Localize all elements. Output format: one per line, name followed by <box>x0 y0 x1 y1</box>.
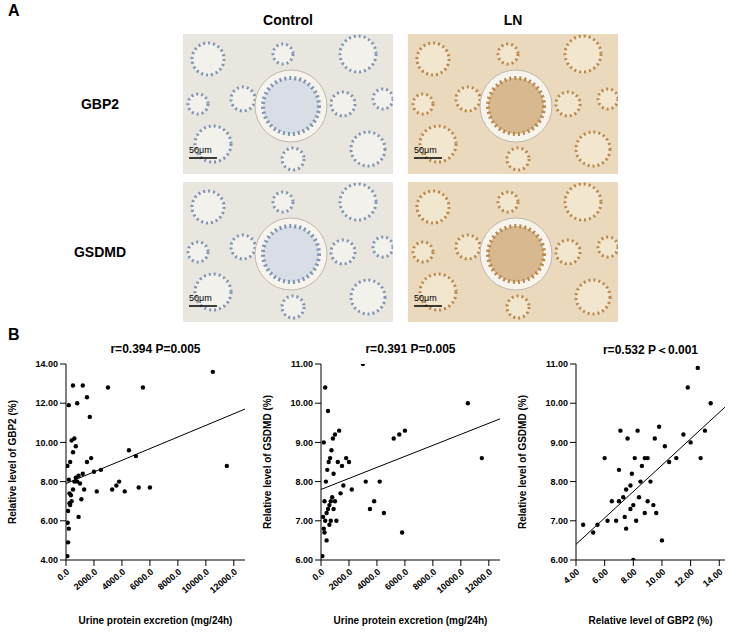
svg-text:12.00: 12.00 <box>35 398 58 408</box>
svg-text:8000.0: 8000.0 <box>155 566 184 593</box>
svg-text:6.00: 6.00 <box>590 567 610 586</box>
svg-text:Relative level of GBP2 (%): Relative level of GBP2 (%) <box>7 400 18 524</box>
svg-text:6000.0: 6000.0 <box>383 567 411 592</box>
html-text:GSDMD: GSDMD <box>73 244 127 260</box>
svg-text:Urine protein excretion (mg/24: Urine protein excretion (mg/24h) <box>334 615 488 626</box>
svg-text:9.00: 9.00 <box>295 438 313 448</box>
svg-text:6.00: 6.00 <box>40 516 58 526</box>
svg-text:9.00: 9.00 <box>550 438 568 448</box>
html-text:A: A <box>8 2 20 19</box>
html-text:r=0.391 P=0.005: r=0.391 P=0.005 <box>365 342 456 356</box>
html-text:50μm: 50μm <box>189 145 212 155</box>
svg-text:8.00: 8.00 <box>295 477 313 487</box>
svg-text:2000.0: 2000.0 <box>72 567 100 592</box>
svg-text:4.00: 4.00 <box>40 555 58 565</box>
svg-text:8.00: 8.00 <box>40 477 58 487</box>
svg-text:4.00: 4.00 <box>562 567 582 586</box>
svg-text:10.00: 10.00 <box>290 398 313 408</box>
svg-text:7.00: 7.00 <box>550 516 568 526</box>
svg-text:0.0: 0.0 <box>310 567 326 583</box>
svg-text:10.00: 10.00 <box>545 398 568 408</box>
svg-text:12000.0: 12000.0 <box>208 567 239 596</box>
svg-text:Relative level of GSDMD (%): Relative level of GSDMD (%) <box>517 395 528 529</box>
html-text:50μm: 50μm <box>414 293 437 303</box>
html-text:r=0.394 P=0.005: r=0.394 P=0.005 <box>110 342 201 356</box>
svg-text:6000.0: 6000.0 <box>128 567 156 592</box>
svg-text:8000.0: 8000.0 <box>410 566 439 593</box>
svg-text:4000.0: 4000.0 <box>100 567 128 592</box>
svg-text:10.00: 10.00 <box>35 438 58 448</box>
svg-text:10000.0: 10000.0 <box>435 567 466 596</box>
svg-text:12.00: 12.00 <box>672 567 696 589</box>
svg-text:14.00: 14.00 <box>701 567 725 589</box>
svg-text:11.00: 11.00 <box>291 359 313 369</box>
html-text:LN: LN <box>503 12 523 28</box>
svg-text:14.00: 14.00 <box>35 359 58 369</box>
svg-text:4000.0: 4000.0 <box>355 567 383 592</box>
svg-text:Relative level of GBP2 (%): Relative level of GBP2 (%) <box>589 615 713 626</box>
svg-text:6.00: 6.00 <box>550 555 568 565</box>
svg-text:8.00: 8.00 <box>550 477 568 487</box>
svg-text:10000.0: 10000.0 <box>180 567 211 596</box>
svg-text:12000.0: 12000.0 <box>463 567 494 596</box>
svg-text:11.00: 11.00 <box>546 359 568 369</box>
svg-text:Relative level of GSDMD (%): Relative level of GSDMD (%) <box>262 395 273 529</box>
html-text:B: B <box>8 326 20 343</box>
svg-text:6.00: 6.00 <box>295 555 313 565</box>
html-text:50μm: 50μm <box>414 145 437 155</box>
svg-text:0.0: 0.0 <box>55 567 71 583</box>
html-text:r=0.532 P＜0.001: r=0.532 P＜0.001 <box>603 343 698 357</box>
svg-text:10.00: 10.00 <box>644 567 668 589</box>
svg-text:2000.0: 2000.0 <box>327 567 355 592</box>
svg-text:Urine protein excretion (mg/24: Urine protein excretion (mg/24h) <box>79 615 233 626</box>
html-text:Control: Control <box>263 12 313 28</box>
svg-text:7.00: 7.00 <box>295 516 313 526</box>
html-text:50μm: 50μm <box>189 293 212 303</box>
html-text:GBP2: GBP2 <box>80 96 120 112</box>
svg-text:8.00: 8.00 <box>619 567 639 586</box>
